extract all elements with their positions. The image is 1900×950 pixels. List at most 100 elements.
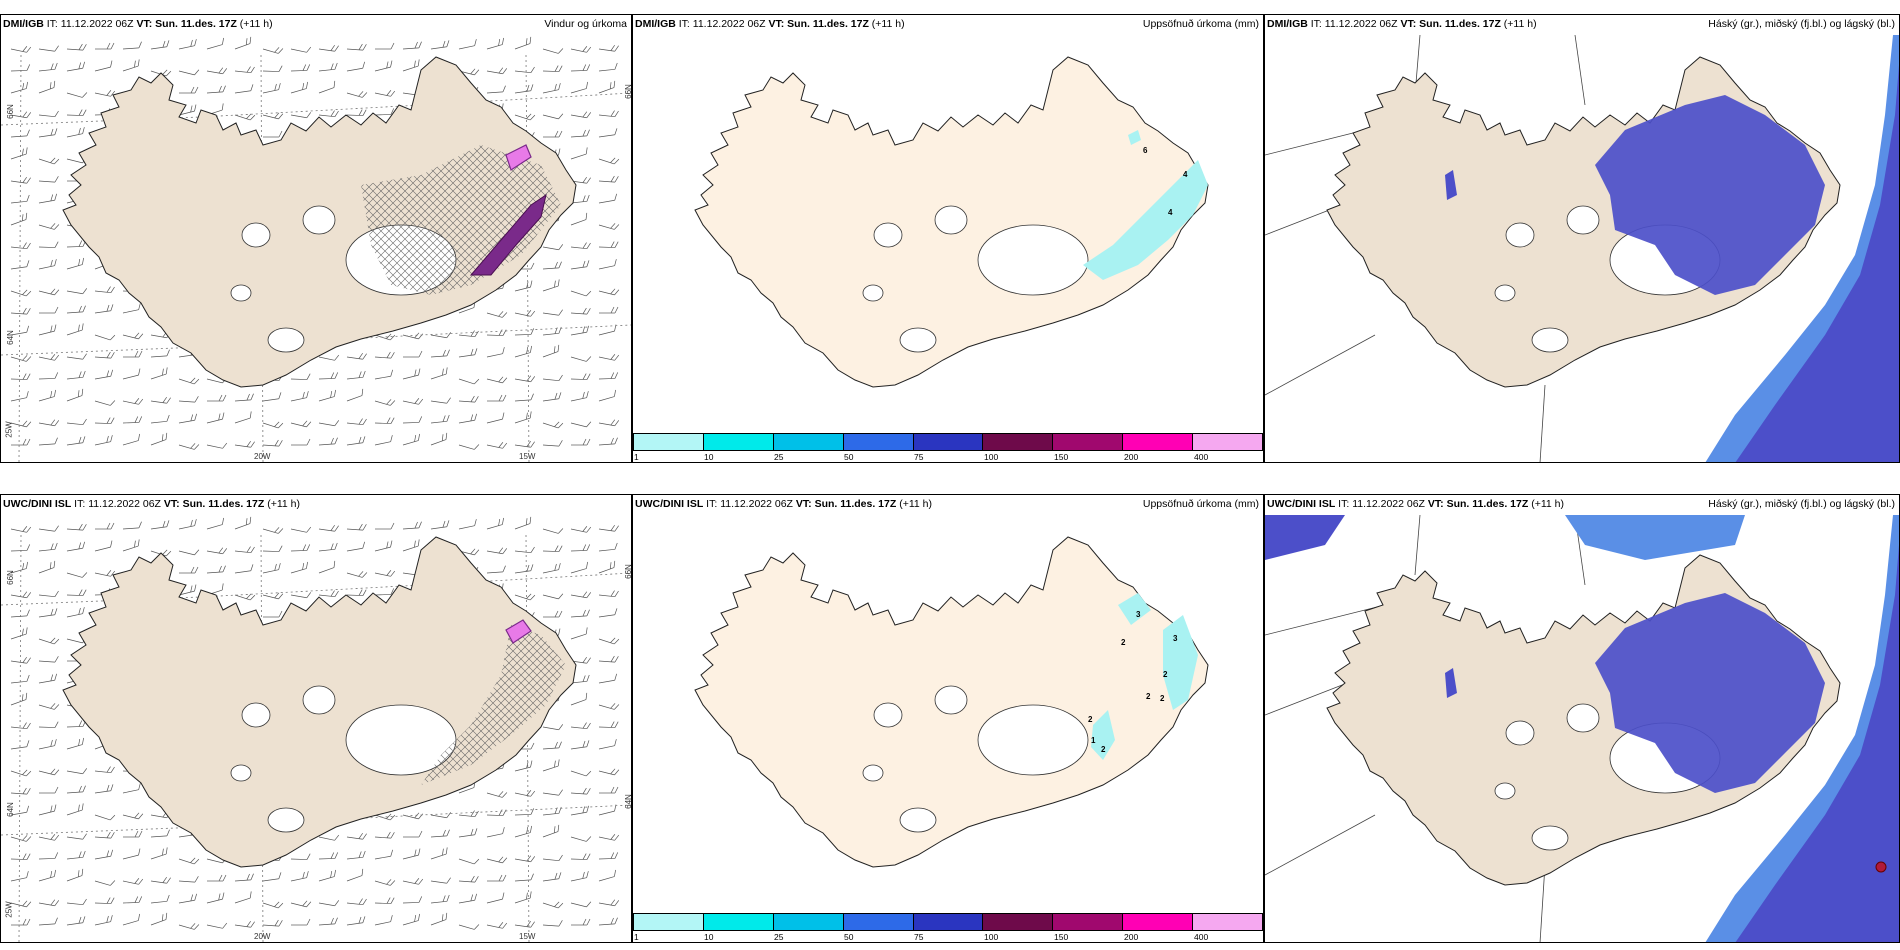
wind-barb <box>598 703 620 710</box>
wind-barb <box>346 352 367 360</box>
wind-barb <box>346 418 367 426</box>
contour-label: 3 <box>1136 610 1141 619</box>
colorbar-tick: 400 <box>1194 452 1209 462</box>
wind-barb <box>122 41 142 50</box>
colorbar-tick: 400 <box>1194 932 1209 942</box>
wind-barb <box>458 828 478 838</box>
wind-barb <box>486 442 508 449</box>
wind-barb <box>38 45 59 52</box>
wind-barb <box>10 194 30 204</box>
wind-barb <box>178 377 200 385</box>
colorbar-tick: 150 <box>1054 452 1069 462</box>
wind-barb <box>290 373 311 380</box>
wind-barb <box>178 39 197 50</box>
wind-barb <box>598 175 619 183</box>
glacier-myrdalsjokull <box>899 807 937 833</box>
wind-barb <box>458 413 478 424</box>
panel-clouds-dmi[interactable]: DMI/IGB IT: 11.12.2022 06Z VT: Sun. 11.d… <box>1264 14 1900 463</box>
wind-barb <box>10 835 32 842</box>
panel-wind-precip-dmi[interactable]: DMI/IGB IT: 11.12.2022 06Z VT: Sun. 11.d… <box>0 14 632 463</box>
wind-barb <box>542 261 562 270</box>
wind-barb <box>122 878 144 885</box>
wind-barb <box>38 852 59 860</box>
wind-barb <box>318 542 338 552</box>
wind-barb <box>598 193 618 204</box>
wind-barb <box>570 421 592 428</box>
colorbar-tick: 10 <box>704 452 714 462</box>
wind-barb <box>38 288 60 296</box>
wind-barb <box>430 829 450 838</box>
glacier-myrdalsjokull <box>899 327 937 353</box>
lat-label-66n: 66N <box>5 104 15 119</box>
wind-barb <box>318 900 340 907</box>
wind-barb <box>514 873 534 882</box>
wind-barb <box>10 656 31 664</box>
wind-barb <box>430 332 452 339</box>
wind-barb <box>10 355 32 362</box>
wind-barb <box>66 572 88 578</box>
wind-barb <box>430 40 450 50</box>
panel-accum-precip-dmi[interactable]: DMI/IGB IT: 11.12.2022 06Z VT: Sun. 11.d… <box>632 14 1264 463</box>
wind-barb <box>486 329 507 336</box>
wind-barb <box>10 787 31 795</box>
wind-barb <box>374 588 395 596</box>
wind-barb <box>542 528 564 534</box>
wind-barb <box>374 897 395 904</box>
glacier-langjokull <box>241 222 271 248</box>
wind-barb <box>598 157 620 165</box>
wind-barb <box>514 328 535 336</box>
wind-barb <box>150 894 170 904</box>
accum-precip-map: 6 4 4 <box>694 56 1209 388</box>
wind-barb <box>346 91 368 98</box>
panel-wind-precip-uwc[interactable]: UWC/DINI ISL IT: 11.12.2022 06Z VT: Sun.… <box>0 494 632 943</box>
wind-barb <box>94 90 116 97</box>
wind-barb <box>374 540 393 552</box>
wind-barb <box>542 563 561 574</box>
wind-barb <box>486 347 505 358</box>
wind-barb <box>542 741 562 750</box>
cloud-layer-low <box>1265 515 1345 560</box>
wind-barb <box>514 546 535 554</box>
wind-barb <box>318 44 339 52</box>
colorbar-tick: 75 <box>914 932 924 942</box>
lat-label-64n: 64N <box>5 802 15 817</box>
wind-barb <box>66 720 87 728</box>
wind-barb <box>38 193 58 204</box>
glacier-eyjafjallajokull <box>230 764 252 782</box>
lon-label-25w: 25W <box>4 901 14 918</box>
wind-barb <box>39 306 59 314</box>
wind-barb <box>178 396 199 403</box>
wind-barb <box>263 610 283 618</box>
wind-barb <box>430 349 450 358</box>
wind-barb <box>178 519 197 530</box>
wind-barb <box>598 673 618 684</box>
wind-barb <box>430 894 450 904</box>
panel-header: UWC/DINI ISL IT: 11.12.2022 06Z VT: Sun.… <box>1267 498 1564 510</box>
wind-barb <box>206 442 228 449</box>
wind-barb <box>570 853 591 860</box>
wind-barb <box>430 847 448 860</box>
panel-accum-precip-uwc[interactable]: UWC/DINI ISL IT: 11.12.2022 06Z VT: Sun.… <box>632 494 1264 943</box>
wind-barb <box>514 66 535 74</box>
wind-barb <box>10 420 32 428</box>
colorbar-cell <box>983 913 1054 931</box>
wind-barb <box>11 918 31 926</box>
wind-barb <box>318 869 336 882</box>
wind-barb <box>458 395 479 403</box>
panel-clouds-uwc[interactable]: UWC/DINI ISL IT: 11.12.2022 06Z VT: Sun.… <box>1264 494 1900 943</box>
panel-title: Háský (gr.), miðský (fj.bl.) og lágský (… <box>1708 18 1895 30</box>
wind-barb <box>94 400 116 406</box>
wind-barb <box>10 64 31 72</box>
panel-header: DMI/IGB IT: 11.12.2022 06Z VT: Sun. 11.d… <box>635 18 905 30</box>
wind-barb <box>122 332 144 340</box>
wind-barb <box>66 323 84 336</box>
cloud-layer-low-inland <box>1595 593 1825 793</box>
wind-barb <box>39 786 59 794</box>
wind-barb <box>38 739 57 750</box>
wind-barb <box>570 591 592 599</box>
wind-barb <box>10 591 32 599</box>
wind-barb <box>570 871 589 882</box>
wind-barb <box>262 872 282 882</box>
wind-barb <box>543 610 563 618</box>
wind-barb <box>122 368 141 380</box>
